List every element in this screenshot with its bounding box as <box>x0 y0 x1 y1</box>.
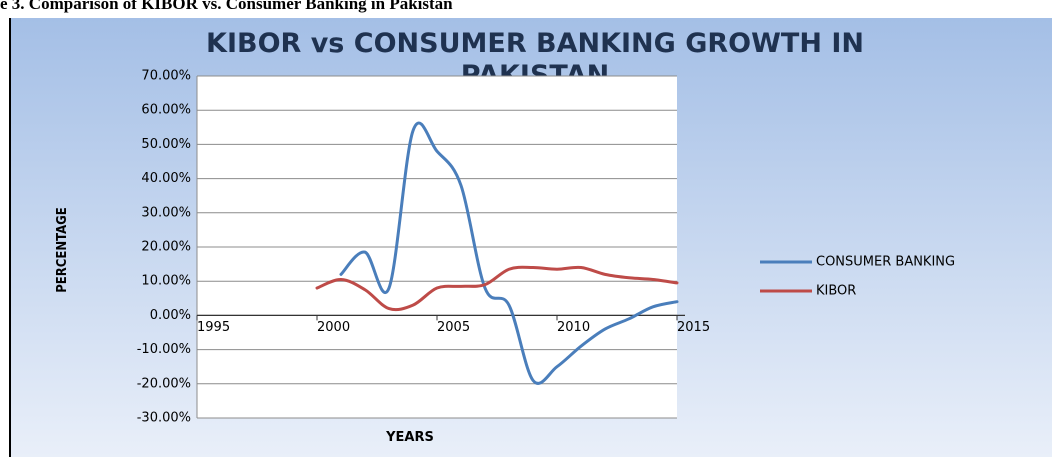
y-tick-label: 40.00% <box>141 171 191 186</box>
x-tick-label: 2015 <box>677 320 710 335</box>
legend-label: KIBOR <box>816 284 856 299</box>
y-tick-label: 50.00% <box>141 137 191 152</box>
y-tick-label: 20.00% <box>141 240 191 255</box>
x-tick-label: 2010 <box>557 320 590 335</box>
y-axis-label: PERCENTAGE <box>55 207 70 293</box>
legend-label: CONSUMER BANKING <box>816 255 955 270</box>
x-tick-label: 2000 <box>317 320 350 335</box>
data-line <box>339 121 679 385</box>
caption: e 3. Comparison of KIBOR vs. Consumer Ba… <box>0 0 453 13</box>
plot: 70.00% 60.00% 50.00% 40.00% 30.00% 20.00% 10.0… <box>137 69 955 426</box>
data-line <box>315 265 679 312</box>
y-tick-label: 30.00% <box>141 205 191 220</box>
x-tick-label: 1995 <box>197 320 230 335</box>
x-tick-label: 2005 <box>437 320 470 335</box>
y-tick-label: 70.00% <box>141 69 191 84</box>
chart-title: KIBOR vs CONSUMER BANKING GROWTH IN <box>206 28 864 59</box>
y-tick-label: -30.00% <box>137 411 191 426</box>
y-tick-label: 60.00% <box>141 103 191 118</box>
y-tick-label: -10.00% <box>137 342 191 357</box>
x-axis-label: YEARS <box>385 430 434 445</box>
y-tick-label: 0.00% <box>150 308 191 323</box>
y-tick-label: 10.00% <box>141 274 191 289</box>
y-tick-label: -20.00% <box>137 376 191 391</box>
